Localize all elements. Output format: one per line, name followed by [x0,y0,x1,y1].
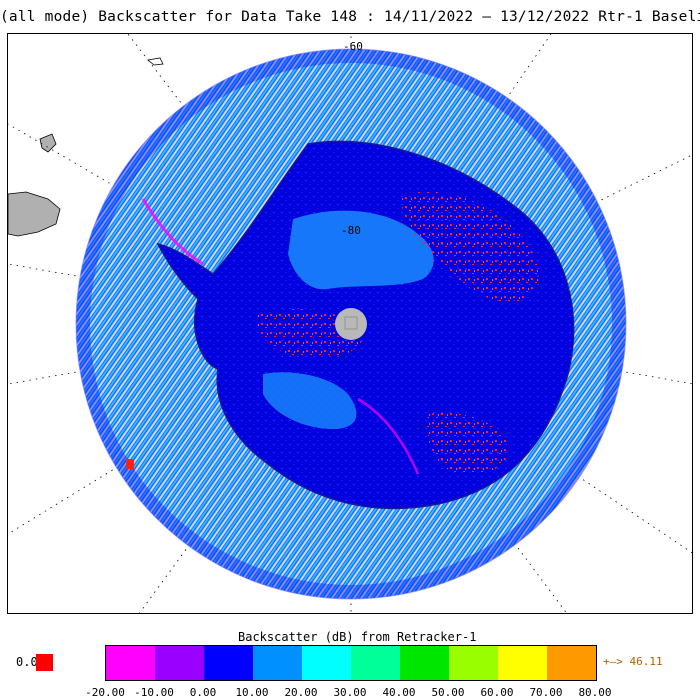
colorbar-tick-label: 60.00 [480,686,514,699]
colorbar-tick-label: -20.00 [85,686,125,699]
colorbar-segment [302,646,351,680]
colorbar-tick-label: 40.00 [382,686,416,699]
colorbar-segment [351,646,400,680]
colorbar-tick-label: 10.00 [235,686,269,699]
latitude-label-80: -80 [341,224,361,237]
colorbar-tick-label: 80.00 [578,686,612,699]
overflow-value: 46.11 [629,655,663,668]
colorbar-segment [155,646,204,680]
small-island [147,57,164,66]
transantarctic-magenta [357,397,420,475]
colorbar-segment [253,646,302,680]
colorbar-tick-label: -10.00 [134,686,174,699]
missing-value-label: 0.0 [16,655,38,669]
colorbar-segment [449,646,498,680]
polar-map [8,34,692,613]
map-title: (all mode) Backscatter for Data Take 148… [0,9,700,25]
red-pixel-cluster [126,459,134,469]
wilkes-red-speckle [427,412,509,475]
pole-hole [335,308,367,340]
colorbar-tick-label: 0.00 [189,686,217,699]
overflow-indicator: +–> 46.11 [603,655,663,668]
colorbar-segment [400,646,449,680]
east-antarctic-red-speckle [401,191,539,304]
colorbar-tick-label: 20.00 [284,686,318,699]
colorbar-segment [498,646,547,680]
colorbar-segment [106,646,155,680]
colorbar-segment [204,646,253,680]
overflow-arrow: +–> [603,655,623,668]
colorbar-title: Backscatter (dB) from Retracker-1 [238,630,477,644]
peninsula-magenta-edge [141,198,204,266]
south-america-land [8,191,61,237]
island-land [39,133,57,153]
colorbar-tick-label: 30.00 [333,686,367,699]
colorbar [105,645,597,681]
missing-value-swatch [36,654,53,671]
colorbar-segment [547,646,596,680]
east-plateau-light [288,210,434,290]
colorbar-tick-label: 70.00 [529,686,563,699]
polar-map-frame: -60 -80 [7,33,693,614]
latitude-label-60: -60 [343,40,363,53]
colorbar-tick-label: 50.00 [431,686,465,699]
ross-ice-shelf [263,372,357,429]
